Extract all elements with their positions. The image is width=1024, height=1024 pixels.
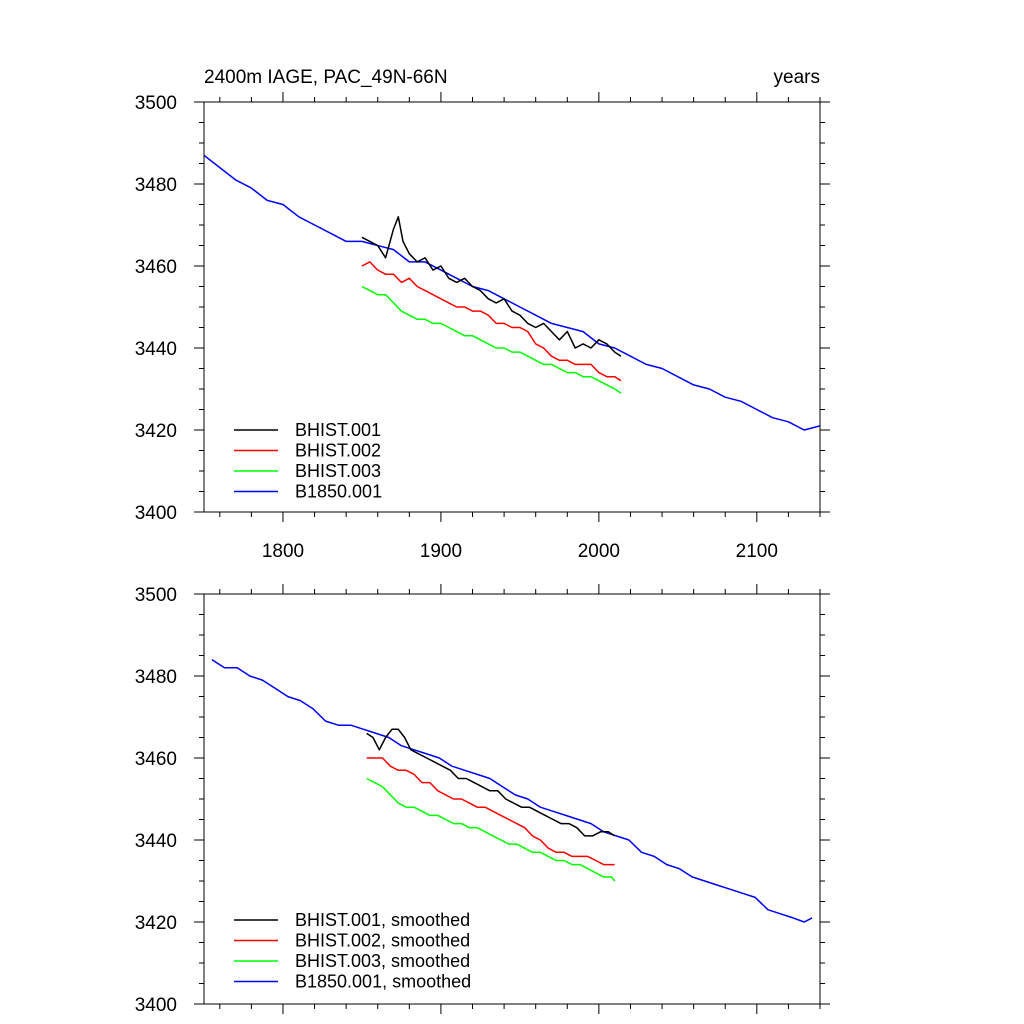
series-line-b1850-001 [204, 154, 820, 431]
legend-label: B1850.001, smoothed [295, 972, 471, 992]
y-tick-label: 3480 [135, 175, 177, 196]
legend-label: BHIST.003 [295, 461, 381, 481]
legend-label: BHIST.001, smoothed [295, 910, 470, 930]
y-tick-label: 3440 [135, 831, 177, 852]
series-line-bhist-003-smoothed [366, 777, 616, 882]
series-line-bhist-001-smoothed [366, 728, 616, 837]
series-line-bhist-002 [361, 261, 622, 382]
y-tick-label: 3460 [135, 749, 177, 770]
y-tick-label: 3500 [135, 585, 177, 606]
top-panel: 2400m IAGE, PAC_49N-66N years 3400342034… [135, 67, 830, 562]
y-tick-label: 3500 [135, 93, 177, 114]
bottom-panel: 3400 3420 3440 3460 3480 3500 BHIST.001, smoo… [135, 584, 830, 1016]
bottom-panel-ticks: 3400 3420 3440 3460 3480 3500 [135, 584, 830, 1016]
y-tick-label: 3420 [135, 421, 177, 442]
panel-title-right: years [774, 67, 820, 88]
top-panel-frame [203, 101, 821, 513]
y-tick-label: 3460 [135, 257, 177, 278]
legend-label: BHIST.002, smoothed [295, 931, 470, 951]
legend-label: B1850.001 [295, 482, 382, 502]
y-tick-label: 3400 [135, 503, 177, 524]
y-tick-label: 3420 [135, 913, 177, 934]
legend-label: BHIST.001 [295, 420, 381, 440]
x-tick-label: 1800 [262, 541, 304, 562]
series-line-b1850-001-smoothed [211, 658, 813, 923]
bottom-panel-frame [203, 593, 821, 1005]
top-panel-ticks: 3400 3420 3440 3460 3480 3500 1800 1900 2000 2100 [135, 92, 830, 562]
y-tick-label: 3440 [135, 339, 177, 360]
series-line-bhist-003 [361, 285, 622, 394]
x-tick-label: 2000 [578, 541, 620, 562]
bottom-panel-series [211, 658, 813, 923]
legend-label: BHIST.002 [295, 441, 381, 461]
panel-title-left: 2400m IAGE, PAC_49N-66N [204, 67, 448, 88]
legend-label: BHIST.003, smoothed [295, 951, 470, 971]
y-tick-label: 3400 [135, 995, 177, 1016]
y-tick-label: 3480 [135, 667, 177, 688]
top-panel-series [204, 154, 820, 431]
x-tick-label: 2100 [736, 541, 778, 562]
series-line-bhist-001 [361, 216, 622, 357]
series-line-bhist-002-smoothed [366, 757, 615, 866]
x-tick-label: 1900 [420, 541, 462, 562]
